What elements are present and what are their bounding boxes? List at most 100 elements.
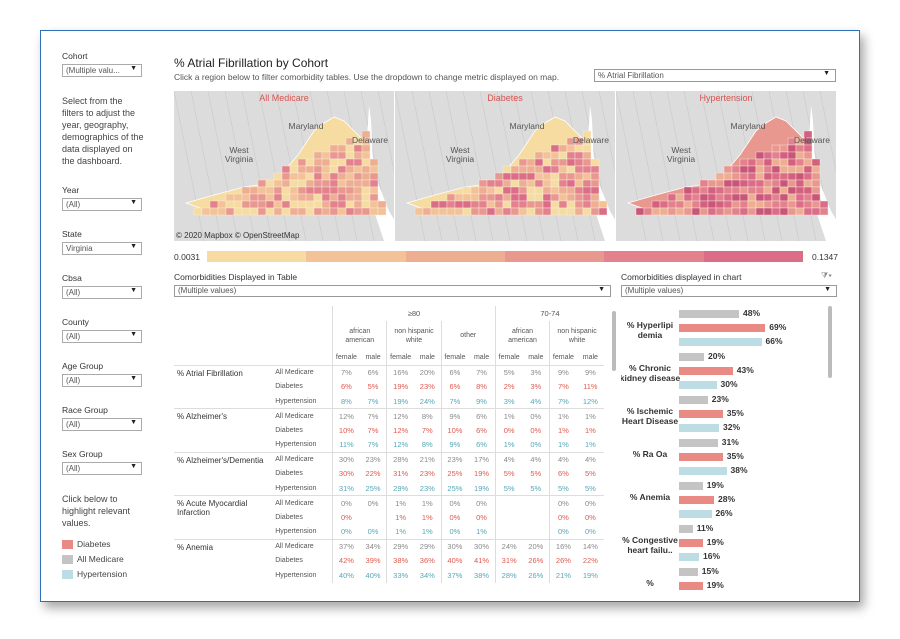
chart-bar[interactable] (679, 338, 762, 346)
table-row[interactable]: Diabetes 10% 7% 12% 7% 10% 6% 0% 0% 1% 1% (174, 423, 604, 438)
table-cell: 0% (549, 495, 577, 510)
chart-comorbidity-select[interactable]: (Multiple values) ▼ (621, 285, 837, 297)
legend-swatch (62, 569, 73, 579)
chart-bar[interactable] (679, 424, 719, 432)
table-cell: 29% (386, 538, 414, 554)
year-select[interactable]: (All) ▼ (62, 198, 142, 211)
table-row[interactable]: Hypertension 0% 0% 1% 1% 0% 1% 0% 0% (174, 524, 604, 539)
chart-bar[interactable] (679, 396, 708, 404)
scale-step (703, 251, 803, 262)
chart-bar[interactable] (679, 353, 704, 361)
table-cell: 22% (582, 556, 598, 566)
table-row[interactable]: % Alzheimer's/Dementia All Medicare 30% 23%… (174, 451, 604, 496)
state-select[interactable]: Virginia ▼ (62, 242, 142, 255)
table-row[interactable]: Diabetes 6% 5% 19% 23% 6% 8% 2% 3% 7% 11% (174, 379, 604, 394)
sex-header: female (332, 350, 360, 365)
sex-group-select[interactable]: (All) ▼ (62, 462, 142, 475)
chart-bar[interactable] (679, 410, 723, 418)
race-group-header: african american (494, 320, 550, 351)
table-cell: 26% (549, 553, 577, 568)
chart-bar[interactable] (679, 324, 766, 332)
chart-bar[interactable] (679, 510, 712, 518)
table-cell: 17% (468, 451, 496, 467)
cohort-select[interactable]: (Multiple valu... ▼ (62, 64, 142, 77)
chart-bar[interactable] (679, 310, 739, 318)
chart-bar[interactable] (679, 467, 727, 475)
table-row[interactable]: Diabetes 30% 22% 31% 23% 25% 19% 5% 5% 6% 5% (174, 466, 604, 481)
table-cell: 31% (332, 481, 360, 496)
table-cell: 0% (549, 510, 577, 525)
chart-bar[interactable] (679, 381, 717, 389)
chart-bar[interactable] (679, 582, 703, 590)
table-comorbidity-select[interactable]: (Multiple values) ▼ (174, 285, 611, 297)
chart-bar[interactable] (679, 568, 698, 576)
chart-bar[interactable] (679, 553, 699, 561)
table-cell: 11% (583, 382, 598, 392)
map-diabetes[interactable]: Diabetes Maryland West Virginia Delaware (395, 91, 616, 241)
chart-bar[interactable] (679, 367, 733, 375)
chart-scrollbar[interactable] (828, 306, 832, 378)
chart-category-label: % Congestive heart failu.. (622, 535, 678, 555)
map-hypertension[interactable]: Hypertension Maryland West Virginia Delaware (616, 91, 837, 241)
table-heading: Comorbidities Displayed in Table (174, 272, 298, 282)
cohort-label: Hypertension (275, 441, 317, 448)
age-group-value: (All) (66, 376, 81, 385)
table-row[interactable]: Hypertension 11% 7% 12% 8% 9% 6% 1% 0% 1% 1% (174, 437, 604, 452)
chart-category-label: % Ra Oa (632, 449, 668, 459)
table-row[interactable]: Hypertension 31% 25% 29% 23% 25% 19% 5% 5% 5% 5% (174, 481, 604, 496)
cbsa-select[interactable]: (All) ▼ (62, 286, 142, 299)
table-row[interactable]: Diabetes 0% 1% 1% 0% 0% 0% 0% (174, 510, 604, 525)
race-group-select[interactable]: (All) ▼ (62, 418, 142, 431)
legend-item[interactable]: All Medicare (62, 554, 159, 564)
table-cell: 1% (576, 408, 604, 423)
chart-bar[interactable] (679, 539, 703, 547)
county-select[interactable]: (All) ▼ (62, 330, 142, 343)
metric-select[interactable]: % Atrial Fibrillation ▼ (594, 69, 836, 82)
table-cell: 19% (474, 469, 490, 479)
chart-category-label: % Ischemic Heart Disease (621, 406, 679, 426)
table-cell (494, 495, 523, 510)
table-row[interactable]: Diabetes 42% 39% 38% 36% 40% 41% 31% 26% 26% 22% (174, 553, 604, 568)
table-cell: 5% (494, 364, 523, 380)
dashboard-frame: Cohort (Multiple valu... ▼ Select from th… (40, 30, 860, 602)
table-scrollbar[interactable] (612, 311, 616, 371)
chart-bar[interactable] (679, 496, 714, 504)
table-cell: 0% (359, 495, 387, 510)
table-cell: 0% (476, 512, 487, 522)
table-cell: 25% (365, 483, 381, 493)
sex-header: female (549, 350, 577, 365)
legend-item[interactable]: Diabetes (62, 539, 159, 549)
table-row[interactable]: Hypertension 40% 40% 33% 34% 37% 38% 28% 26% 21% 1… (174, 568, 604, 583)
legend-item[interactable]: Hypertension (62, 569, 159, 579)
chart-bar[interactable] (679, 439, 718, 447)
table-cell: 30% (468, 538, 496, 554)
age-group-select[interactable]: (All) ▼ (62, 374, 142, 387)
sex-header-row: female male female male female male female male… (174, 350, 604, 365)
table-cell: 4% (576, 451, 604, 467)
chart-bar[interactable] (679, 482, 703, 490)
filter-icon[interactable]: ⧩▾ (821, 271, 833, 280)
table-cell: 7% (367, 396, 379, 406)
table-row[interactable]: Hypertension 8% 7% 19% 24% 7% 9% 3% 4% 7% 12% (174, 394, 604, 409)
chart-value-label: 69% (769, 322, 787, 332)
table-row[interactable]: % Anemia All Medicare 37% 34% 29% 29% 30% 30% 24… (174, 538, 604, 583)
chart-bar[interactable] (679, 525, 693, 533)
map-all-medicare[interactable]: All Medicare Maryland West Virginia Delaware… (174, 91, 395, 241)
cohort-label: Hypertension (275, 397, 317, 405)
chart-value-label: 26% (715, 508, 733, 518)
chart-bar[interactable] (679, 453, 723, 461)
table-row[interactable]: % Acute Myocardial Infarction All Medicar… (174, 495, 604, 539)
highlight-info-text: Click below to highlight relevant values… (62, 494, 131, 528)
map-panel: All Medicare Maryland West Virginia Delaware… (174, 91, 838, 241)
table-cell: 0% (530, 440, 542, 449)
map-title: Hypertension (699, 93, 753, 103)
cohort-value: (Multiple valu... (66, 66, 120, 75)
table-row[interactable]: % Atrial Fibrillation All Medicare 7% 6% 16%… (174, 364, 604, 409)
table-cell: 6% (468, 408, 496, 423)
table-row[interactable]: % Alzheimer's All Medicare 12% 7% 12% 8% 9% 6% 1… (174, 408, 604, 452)
cohort-label: Hypertension (275, 484, 317, 492)
sex-header: female (386, 350, 414, 365)
